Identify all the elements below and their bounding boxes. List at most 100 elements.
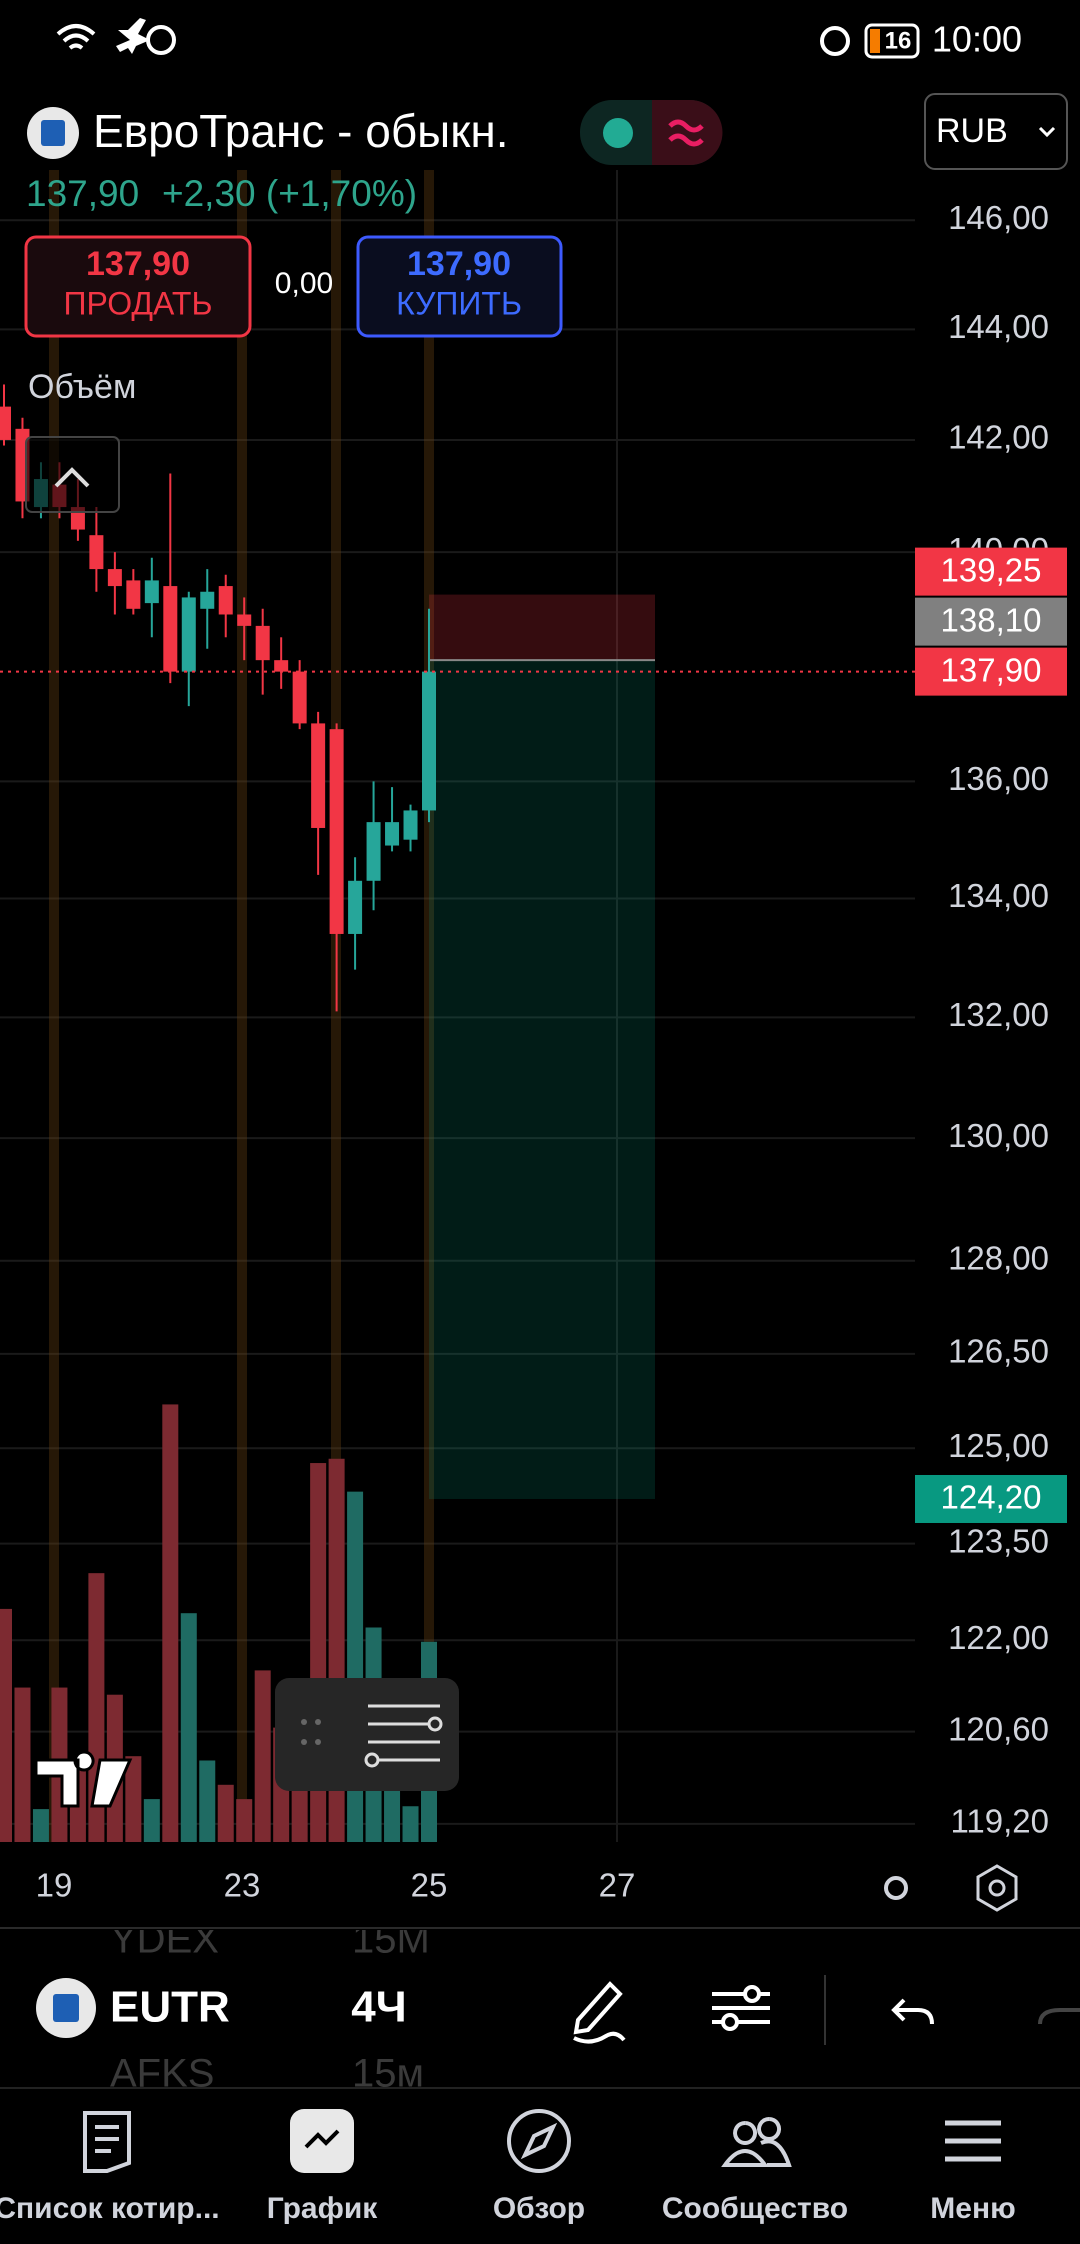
settings-icon[interactable] [976, 1864, 1018, 1912]
candle-body [89, 535, 104, 570]
settings-icon-dot [988, 1879, 1006, 1897]
candle-body [163, 586, 178, 672]
nav-icon [721, 2117, 792, 2167]
session-band [424, 170, 434, 1842]
widget-grip [301, 1739, 307, 1745]
auto-scale-icon[interactable] [884, 1876, 908, 1900]
candle-body [107, 569, 122, 587]
battery-icon [864, 23, 920, 59]
widget-grip [301, 1719, 307, 1725]
buy-label: КУПИТЬ [396, 285, 522, 321]
draw-icon[interactable] [573, 1981, 626, 2044]
toolbar-interval[interactable]: 4Ч [351, 1983, 406, 2032]
nav-label[interactable]: График [267, 2192, 379, 2225]
widget-grip [315, 1739, 321, 1745]
nav-label[interactable]: Обзор [493, 2192, 585, 2225]
target-zone [429, 660, 655, 1499]
price-tag-label: 124,20 [941, 1479, 1042, 1516]
toolbar-logo-inner [53, 1994, 79, 2022]
nav-icon [304, 2129, 340, 2149]
indicators-knob [721, 2013, 739, 2031]
undo-icon[interactable] [891, 1998, 934, 2025]
sell-price: 137,90 [86, 245, 190, 283]
candle-body [274, 660, 289, 672]
symbol-title[interactable]: ЕвроТранс - обыкн. [93, 105, 509, 157]
floating-widget[interactable] [275, 1678, 459, 1791]
candle-body [144, 580, 159, 604]
nav-label[interactable]: Список котир... [0, 2192, 220, 2225]
last-price: 137,90 [26, 173, 139, 214]
buy-price: 137,90 [407, 245, 511, 283]
x-tick-label: 19 [36, 1867, 73, 1904]
nav-label[interactable]: Сообщество [662, 2192, 848, 2225]
candle-body [311, 723, 326, 828]
price-tag [915, 647, 1067, 696]
volume-bar [236, 1799, 253, 1842]
candle-body [366, 822, 381, 881]
price-tick-label: 128,00 [948, 1239, 1049, 1276]
price-tick-label: 120,60 [948, 1710, 1049, 1747]
price-tick-label: 119,20 [951, 1803, 1049, 1840]
candle-body [403, 810, 418, 840]
candle-body [255, 625, 270, 661]
volume-bar [180, 1613, 197, 1842]
candle-body [329, 729, 344, 934]
widget-knob [364, 1752, 380, 1768]
volume-bar [14, 1687, 31, 1842]
price-tick-label: 146,00 [948, 199, 1049, 236]
clock: 10:00 [932, 19, 1022, 60]
session-band [237, 170, 247, 1842]
currency-select[interactable] [924, 93, 1068, 170]
x-tick-label: 23 [224, 1867, 261, 1904]
tradingview-logo [34, 1750, 133, 1808]
widget-knob [427, 1716, 443, 1732]
wifi-icon [56, 24, 96, 50]
sell-label: ПРОДАТЬ [64, 285, 213, 321]
candle-body [237, 614, 252, 626]
ghost-interval: 15м [352, 2052, 424, 2096]
candle-body [348, 880, 363, 934]
data-saver-icon [146, 25, 176, 55]
collapse-button[interactable] [25, 436, 120, 513]
price-tag [915, 1474, 1067, 1523]
nav-icon [945, 2120, 1001, 2162]
price-tag-label: 139,25 [941, 551, 1042, 588]
price-tick-label: 142,00 [948, 419, 1049, 456]
candle-body [126, 580, 141, 609]
toolbar-symbol[interactable]: EUTR [110, 1983, 230, 2032]
volume-bar [254, 1670, 271, 1842]
nav-icon-needle [520, 2122, 558, 2160]
candle-body [200, 591, 215, 609]
price-change: +2,30 (+1,70%) [162, 173, 417, 214]
redo-icon [1038, 2008, 1080, 2025]
volume-bar [32, 1809, 49, 1842]
symbol-logo-inner [41, 120, 65, 146]
spread: 0,00 [275, 267, 333, 300]
sell-button[interactable] [24, 235, 252, 338]
price-tick-label: 132,00 [948, 996, 1049, 1033]
widget-grip [315, 1719, 321, 1725]
ghost-interval: 15M [352, 1918, 430, 1962]
candle-body [181, 597, 196, 672]
currency-chevron [1038, 126, 1056, 138]
candle-body [292, 671, 307, 724]
alarm-icon [820, 26, 850, 56]
volume-bar [143, 1799, 160, 1842]
nav-icon [507, 2109, 571, 2173]
x-tick-label: 25 [411, 1867, 448, 1904]
collapse-chevron [54, 467, 90, 488]
ghost-symbol: YDEX [110, 1918, 219, 1962]
price-tick-label: 144,00 [948, 308, 1049, 345]
indicator-label: Объём [28, 368, 136, 406]
session-band [49, 170, 59, 1842]
price-tag-label: 138,10 [941, 601, 1042, 638]
indicators-knob [743, 1985, 761, 2003]
candle-body [0, 406, 11, 440]
buy-button[interactable] [356, 235, 563, 338]
battery-level [870, 29, 880, 53]
nav-icon [83, 2111, 131, 2173]
nav-label[interactable]: Меню [930, 2192, 1015, 2225]
